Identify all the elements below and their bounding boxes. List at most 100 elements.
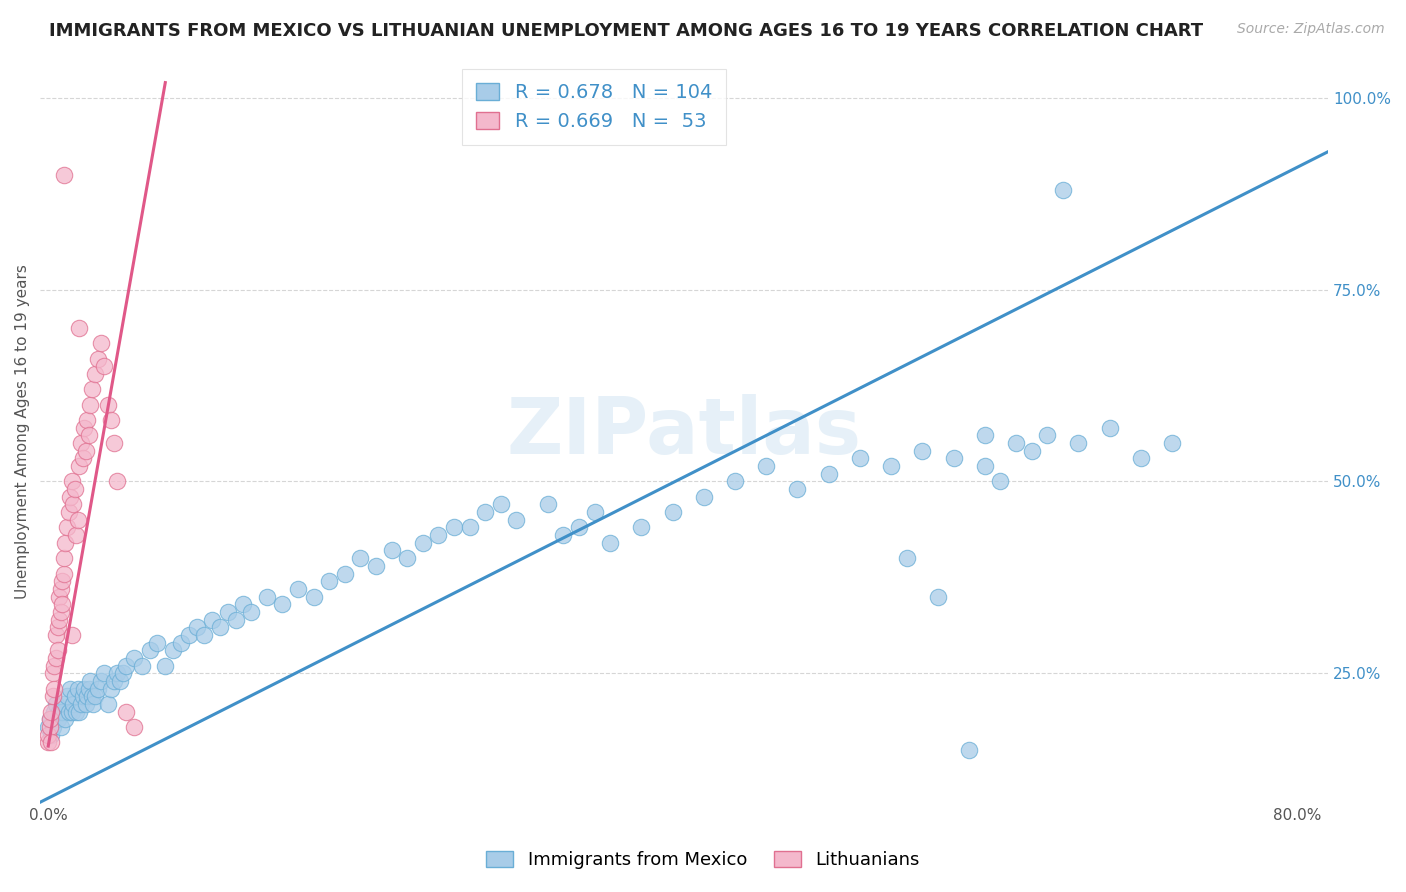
Point [62, 697, 84, 711]
Point [41, 705, 63, 719]
Point [87, 681, 110, 696]
Point [105, 475, 128, 489]
Point [58, 505, 80, 519]
Point [49, 582, 72, 596]
Point [122, 720, 145, 734]
Point [52, 697, 75, 711]
Point [911, 443, 934, 458]
Point [957, 743, 980, 757]
Point [42, 666, 65, 681]
Point [131, 658, 153, 673]
Point [93, 359, 115, 374]
Point [170, 635, 193, 649]
Point [56, 520, 79, 534]
Point [537, 498, 560, 512]
Point [63, 690, 86, 704]
Point [48, 705, 70, 719]
Y-axis label: Unemployment Among Ages 16 to 19 years: Unemployment Among Ages 16 to 19 years [15, 264, 30, 599]
Point [381, 543, 404, 558]
Point [208, 620, 231, 634]
Point [42, 690, 65, 704]
Point [44, 705, 66, 719]
Legend: R = 0.678   N = 104, R = 0.669   N =  53: R = 0.678 N = 104, R = 0.669 N = 53 [463, 70, 725, 145]
Point [60, 475, 83, 489]
Point [896, 551, 918, 566]
Point [46, 712, 69, 726]
Point [474, 505, 496, 519]
Point [583, 505, 606, 519]
Point [72, 451, 94, 466]
Point [973, 459, 995, 474]
Point [87, 351, 110, 366]
Point [48, 613, 70, 627]
Text: IMMIGRANTS FROM MEXICO VS LITHUANIAN UNEMPLOYMENT AMONG AGES 16 TO 19 YEARS CORR: IMMIGRANTS FROM MEXICO VS LITHUANIAN UNE… [49, 22, 1204, 40]
Point [65, 528, 87, 542]
Point [193, 628, 215, 642]
Point [72, 690, 94, 704]
Point [38, 712, 60, 726]
Point [73, 421, 96, 435]
Point [201, 613, 224, 627]
Point [55, 536, 77, 550]
Point [318, 574, 340, 589]
Point [70, 697, 93, 711]
Point [412, 536, 434, 550]
Point [103, 436, 125, 450]
Point [1021, 443, 1043, 458]
Point [661, 505, 683, 519]
Point [786, 482, 808, 496]
Point [973, 428, 995, 442]
Point [44, 658, 66, 673]
Point [65, 705, 87, 719]
Point [115, 658, 138, 673]
Point [443, 520, 465, 534]
Point [100, 681, 122, 696]
Point [60, 705, 83, 719]
Point [55, 712, 77, 726]
Point [84, 690, 107, 704]
Point [41, 728, 63, 742]
Point [79, 673, 101, 688]
Point [38, 720, 60, 734]
Point [48, 590, 70, 604]
Point [77, 681, 100, 696]
Point [349, 551, 371, 566]
Point [112, 666, 135, 681]
Point [37, 728, 59, 742]
Point [724, 475, 747, 489]
Point [817, 467, 839, 481]
Point [364, 558, 387, 573]
Point [79, 398, 101, 412]
Point [58, 705, 80, 719]
Point [80, 383, 103, 397]
Point [880, 459, 903, 474]
Text: ZIPatlas: ZIPatlas [506, 393, 862, 469]
Point [52, 566, 75, 581]
Point [49, 605, 72, 619]
Point [505, 513, 527, 527]
Point [38, 712, 60, 726]
Point [37, 720, 59, 734]
Point [59, 681, 82, 696]
Point [66, 513, 89, 527]
Point [302, 590, 325, 604]
Point [84, 367, 107, 381]
Point [942, 451, 965, 466]
Point [63, 482, 86, 496]
Point [138, 643, 160, 657]
Point [59, 490, 82, 504]
Text: Source: ZipAtlas.com: Source: ZipAtlas.com [1237, 22, 1385, 37]
Point [77, 428, 100, 442]
Point [51, 574, 73, 589]
Point [427, 528, 450, 542]
Point [553, 528, 575, 542]
Point [240, 605, 263, 619]
Point [1098, 421, 1121, 435]
Point [155, 658, 177, 673]
Point [96, 398, 118, 412]
Point [41, 735, 63, 749]
Point [75, 697, 97, 711]
Point [90, 336, 112, 351]
Point [75, 443, 97, 458]
Point [51, 597, 73, 611]
